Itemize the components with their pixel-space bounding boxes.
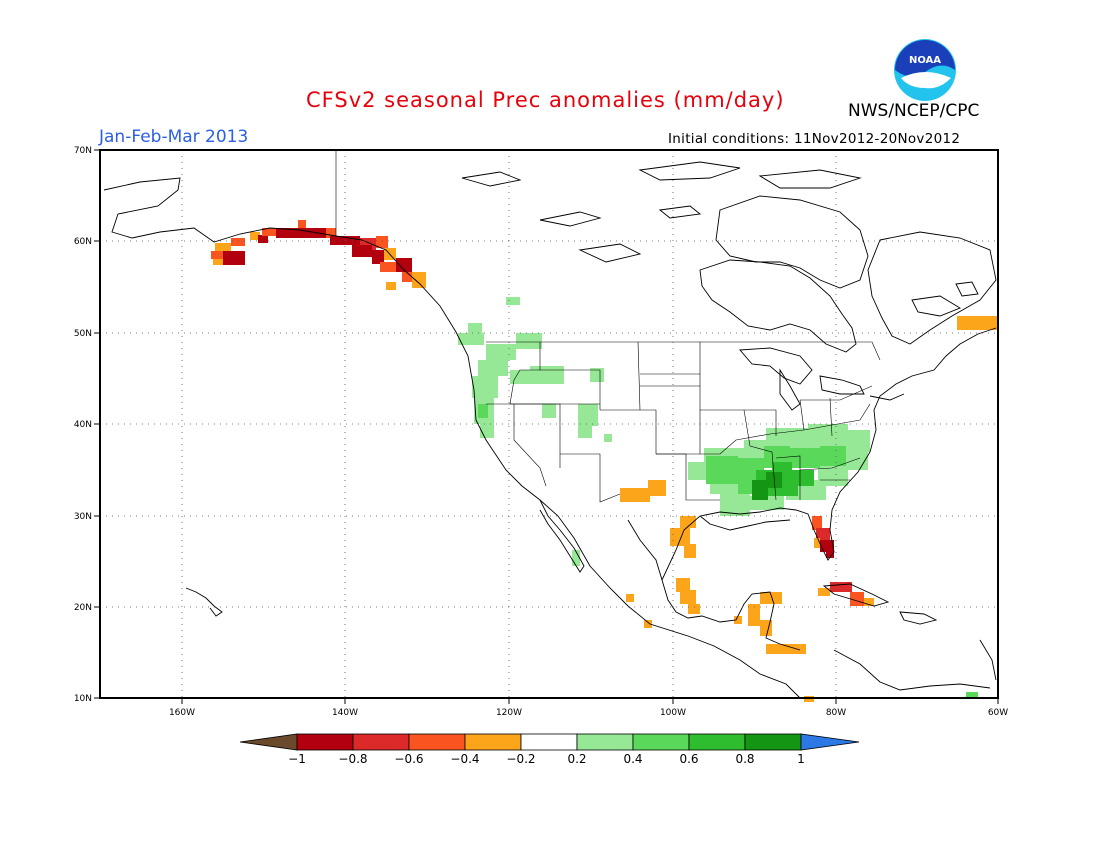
colorbar-label: 1 [797,752,805,766]
forecast-period: Jan-Feb-Mar 2013 [99,127,249,147]
colorbar-segment [520,733,578,751]
colorbar-label: −0.4 [450,752,479,766]
colorbar-label: 0.4 [623,752,642,766]
colorbar-label: 0.6 [679,752,698,766]
colorbar-segment [632,733,690,751]
lon-tick-label: 80W [826,708,846,718]
colorbar-label: −1 [288,752,306,766]
state-borders [335,150,881,503]
colorbar-segment [408,733,466,751]
colorbar-label: 0.8 [735,752,754,766]
anomaly-cells [211,220,999,702]
colorbar-label: −0.6 [394,752,423,766]
colorbar-segment [688,733,746,751]
colorbar-label: 0.2 [567,752,586,766]
lat-tick-label: 20N [74,603,92,613]
lon-tick-label: 120W [496,708,522,718]
lat-tick-label: 30N [74,512,92,522]
colorbar-segment [576,733,634,751]
colorbar-segment [744,733,802,751]
lat-tick-labels: 70N 60N 50N 40N 30N 20N 10N [74,146,92,704]
lat-tick-label: 10N [74,694,92,704]
colorbar: −1 −0.8 −0.6 −0.4 −0.2 0.2 0.4 0.6 0.8 1 [239,733,860,766]
lon-tick-label: 100W [660,708,686,718]
colorbar-arrow-left [239,733,298,751]
colorbar-label: −0.8 [338,752,367,766]
grid-lines [100,150,998,698]
lat-tick-label: 70N [74,146,92,156]
lat-tick-label: 60N [74,237,92,247]
colorbar-label: −0.2 [506,752,535,766]
lat-tick-label: 40N [74,420,92,430]
colorbar-segment [296,733,354,751]
colorbar-segment [352,733,410,751]
agency-label: NWS/NCEP/CPC [848,101,980,121]
logo-text: NOAA [909,55,941,66]
colorbar-arrow-right [800,733,860,751]
noaa-logo-icon: NOAA [894,39,956,101]
lon-tick-label: 140W [332,708,358,718]
colorbar-segment [464,733,522,751]
initial-conditions: Initial conditions: 11Nov2012-20Nov2012 [668,131,961,147]
lon-tick-label: 160W [169,708,195,718]
lon-tick-labels: 160W 140W 120W 100W 80W 60W [169,708,1008,718]
map-frame [99,149,999,699]
coastlines [103,161,997,699]
map-title: CFSv2 seasonal Prec anomalies (mm/day) [306,88,785,112]
lon-tick-label: 60W [988,708,1008,718]
lat-tick-label: 50N [74,329,92,339]
